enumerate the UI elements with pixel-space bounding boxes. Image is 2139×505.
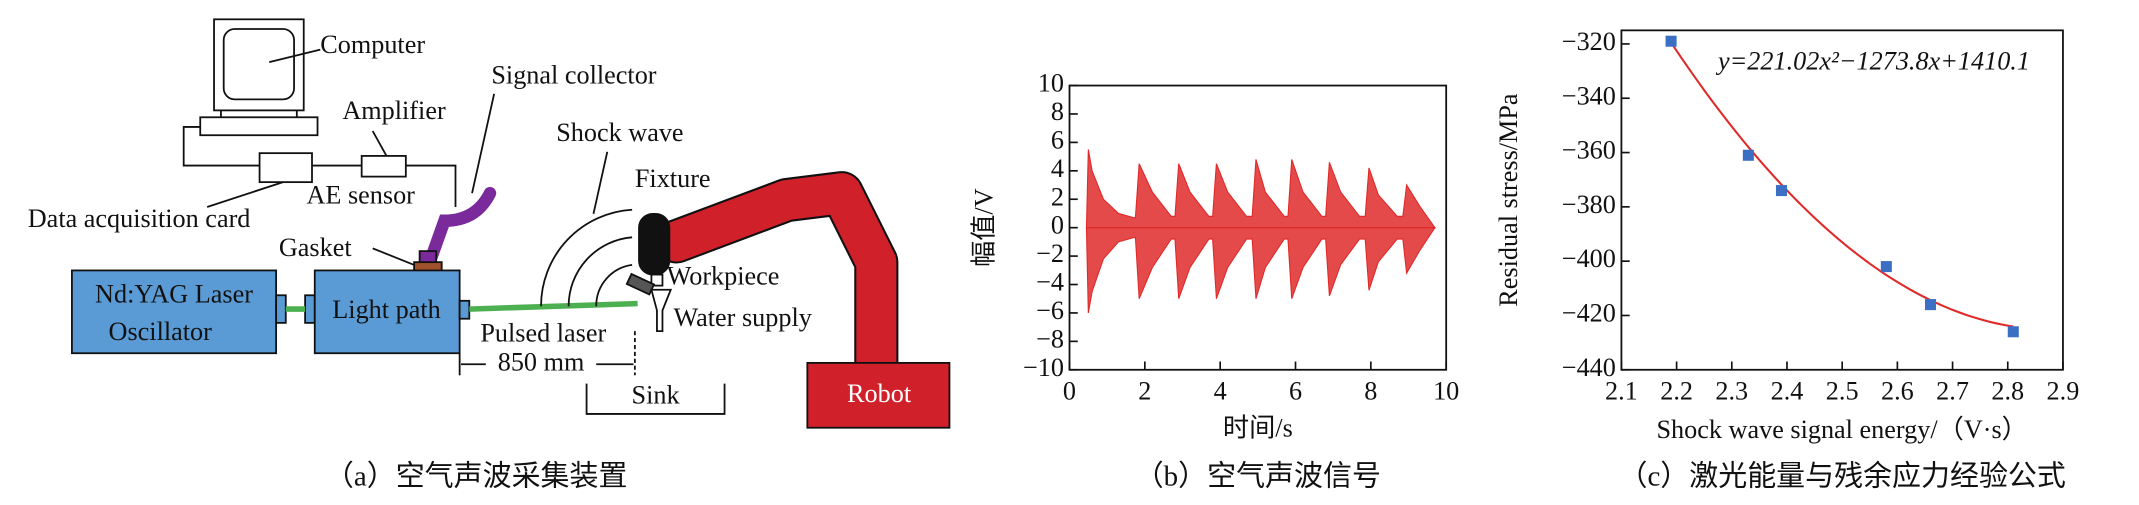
wire [405,164,457,207]
leader [206,181,284,208]
y-axis-label: 幅值/V [970,188,999,267]
label: Shock wave [556,118,683,147]
plot-frame [1620,29,2064,371]
holder [650,273,664,287]
x-tick-label: 10 [1433,376,1459,405]
x-tick-label: 6 [1289,376,1302,405]
label: Workpiece [667,262,780,291]
y-tick-label: −380 [1562,190,1616,219]
leader [372,247,415,266]
signal-envelope [1085,149,1436,229]
sink [585,383,726,415]
y-tick-label: −4 [1036,268,1064,297]
point [1742,149,1754,161]
y-tick-label: 10 [1038,69,1064,98]
y-tick-label: −440 [1562,353,1616,382]
label: AE sensor [306,180,415,209]
card [258,152,313,184]
fit-curve [1670,41,2014,328]
y-tick-label: 8 [1051,97,1064,126]
water-nozzle [650,288,673,333]
y-tick-label: −6 [1036,296,1064,325]
light-path-box [313,269,461,355]
x-tick-label: 2.5 [1826,376,1859,405]
point [2007,326,2019,338]
y-tick-label: −8 [1036,324,1064,353]
label: Oscillator [109,317,213,346]
leader [592,151,609,215]
label: Signal collector [491,60,656,89]
x-tick-label: 2.8 [1991,376,2024,405]
y-tick-label: −10 [1023,353,1064,382]
x-tick-label: 2.9 [2047,376,2080,405]
y-tick-label: 6 [1051,125,1064,154]
workpiece [625,272,656,296]
label: Light path [332,295,440,324]
wave-arc [567,236,633,307]
x-tick-label: 2.7 [1936,376,1969,405]
x-tick-label: 2.1 [1605,376,1638,405]
equation: y=221.02x²−1273.8x+1410.1 [1715,46,2030,75]
label: Amplifier [342,96,446,125]
connector [275,294,287,324]
x-tick-label: 4 [1214,376,1227,405]
label: Pulsed laser [480,318,606,347]
label: 850 mm [498,347,585,376]
label: Gasket [279,233,352,262]
label: Sink [632,380,681,409]
x-tick-label: 2 [1138,376,1151,405]
diagram-labels: Computer Signal collector Amplifier Data… [28,30,912,492]
y-tick-label: 4 [1051,154,1064,183]
leader [471,93,496,194]
x-tick-label: 8 [1364,376,1377,405]
y-axis-label: Residual stress/MPa [1494,93,1523,307]
x-axis-label: Shock wave signal energy/（V·s） [1656,415,2027,444]
beam [469,300,638,312]
y-tick-label: −340 [1562,81,1616,110]
connector [458,299,471,320]
y-tick-label: −400 [1562,244,1616,273]
wave-arc [595,264,633,307]
label: Data acquisition card [28,204,251,233]
caption: （a）空气声波采集装置 [325,460,628,492]
keyboard [199,116,319,137]
point [1924,299,1937,311]
point [1665,35,1677,47]
connector [304,294,316,324]
x-tick-label: 0 [1063,376,1076,405]
caption: （c）激光能量与残余应力经验公式 [1618,460,2065,492]
y-tick-label: −320 [1562,27,1616,56]
wave-arc [540,208,633,307]
y-tick-label: 0 [1051,211,1064,240]
caption: （b）空气声波信号 [1135,460,1381,492]
x-axis-label: 时间/s [1223,414,1293,443]
label: Computer [320,30,425,59]
signal-collector [424,186,497,266]
y-tick-label: −360 [1562,136,1616,165]
setup-diagram [71,18,951,429]
screen [222,28,295,101]
x-tick-label: 2.3 [1715,376,1748,405]
amplifier-box [360,155,407,178]
y-tick-label: −2 [1036,239,1064,268]
x-tick-label: 2.4 [1771,376,1804,405]
y-tick-label: 2 [1051,182,1064,211]
robot-arm [656,173,897,382]
wire [182,126,260,167]
y-tick-label: −420 [1562,298,1616,327]
label: Water supply [674,303,812,332]
label: Nd:YAG Laser [95,280,253,309]
x-tick-label: 2.6 [1881,376,1914,405]
point [1775,185,1787,197]
robot-base [806,361,951,429]
point [1880,261,1892,273]
signal-envelope [1085,227,1436,314]
x-tick-label: 2.2 [1660,376,1693,405]
label: Robot [847,379,912,408]
fixture [638,212,671,276]
label: Fixture [635,164,711,193]
leader [371,130,388,157]
leader [269,48,321,63]
